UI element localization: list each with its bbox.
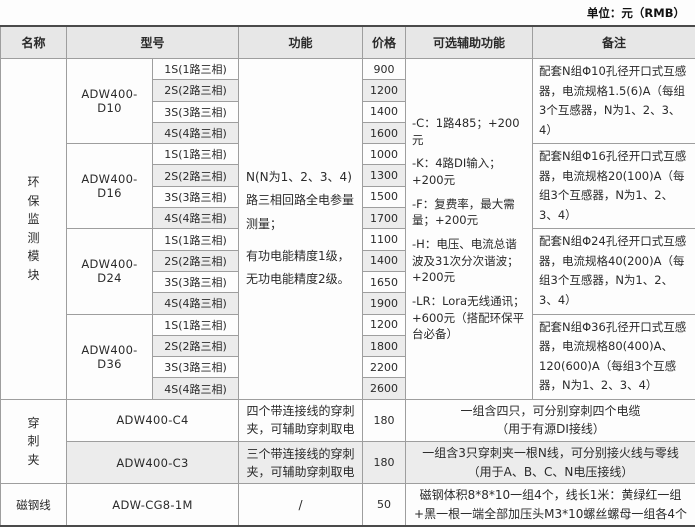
price-cell: 2600 — [363, 378, 406, 399]
price-cell: 180 — [363, 441, 406, 483]
model-cell: ADW400-C3 — [67, 441, 239, 483]
price-cell: 50 — [363, 484, 406, 527]
model-cell: ADW400-C4 — [67, 399, 239, 441]
header-function: 功能 — [239, 26, 363, 59]
price-cell: 900 — [363, 59, 406, 80]
section-name-label: 穿刺夹 — [27, 414, 41, 470]
remark-cell: 配套N组Φ10孔径开口式互感器，电流规格1.5(6)A（每组3个互感器，N为1、… — [533, 59, 695, 144]
price-cell: 1400 — [363, 101, 406, 122]
header-row: 名称 型号 功能 价格 可选辅助功能 备注 — [1, 26, 695, 59]
spec-cell: 3S(3路三相) — [153, 357, 239, 378]
spec-cell: 3S(3路三相) — [153, 186, 239, 207]
aux-option: -C：1路485；+200元 — [412, 115, 526, 148]
model-cell: ADW400-D16 — [67, 144, 153, 229]
price-cell: 1800 — [363, 335, 406, 356]
spec-cell: 4S(4路三相) — [153, 122, 239, 143]
price-cell: 1300 — [363, 165, 406, 186]
remark-line: 一组含3只穿刺夹一根N线，可分别接火线与零线 — [412, 444, 689, 463]
spec-cell: 4S(4路三相) — [153, 293, 239, 314]
function-cell: 三个带连接线的穿刺夹，可辅助穿刺取电 — [239, 441, 363, 483]
section-name-magnet: 磁钢线 — [1, 484, 67, 527]
spec-cell: 1S(1路三相) — [153, 229, 239, 250]
aux-option: -H：电压、电流总谐波及31次分次谐波；+200元 — [412, 236, 526, 286]
remark-cell: 配套N组Φ24孔径开口式互感器，电流规格40(200)A（每组3个互感器，N为1… — [533, 229, 695, 314]
section-name-label: 环保监测模块 — [27, 173, 41, 285]
aux-option: -F：复费率，最大需量；+200元 — [412, 196, 526, 229]
remark-line: 一组含四只，可分别穿刺四个电缆 — [412, 402, 689, 421]
remark-cell: 一组含四只，可分别穿刺四个电缆 （用于有源DI接线） — [406, 399, 695, 441]
section-name-monitor: 环保监测模块 — [1, 59, 67, 400]
header-remark: 备注 — [533, 26, 695, 59]
spec-cell: 1S(1路三相) — [153, 144, 239, 165]
price-cell: 180 — [363, 399, 406, 441]
aux-options-cell: -C：1路485；+200元 -K：4路DI输入；+200元 -F：复费率，最大… — [406, 59, 533, 400]
spec-cell: 1S(1路三相) — [153, 59, 239, 80]
spec-cell: 3S(3路三相) — [153, 101, 239, 122]
price-cell: 2200 — [363, 357, 406, 378]
aux-option: -K：4路DI输入；+200元 — [412, 155, 526, 188]
model-cell: ADW400-D10 — [67, 59, 153, 144]
table-row: 磁钢线 ADW-CG8-1M / 50 磁钢体积8*8*10一组4个，线长1米：… — [1, 484, 695, 527]
model-cell: ADW400-D24 — [67, 229, 153, 314]
function-cell-monitor: N(N为1、2、3、4)路三相回路全电参量测量； 有功电能精度1级，无功电能精度… — [239, 59, 363, 400]
remark-cell: 配套N组Φ36孔径开口式互感器，电流规格80(400)A、120(600)A（每… — [533, 314, 695, 399]
price-cell: 1900 — [363, 293, 406, 314]
table-row: ADW400-C3 三个带连接线的穿刺夹，可辅助穿刺取电 180 一组含3只穿刺… — [1, 441, 695, 483]
spec-cell: 2S(2路三相) — [153, 80, 239, 101]
price-cell: 1650 — [363, 271, 406, 292]
function-line: N(N为1、2、3、4)路三相回路全电参量测量； — [246, 166, 355, 236]
price-cell: 1600 — [363, 122, 406, 143]
remark-cell: 一组含3只穿刺夹一根N线，可分别接火线与零线 （用于A、B、C、N电压接线） — [406, 441, 695, 483]
unit-label: 单位：元（RMB） — [0, 0, 695, 25]
function-cell: 四个带连接线的穿刺夹，可辅助穿刺取电 — [239, 399, 363, 441]
remark-line: （用于有源DI接线） — [412, 420, 689, 439]
price-cell: 1200 — [363, 314, 406, 335]
function-cell: / — [239, 484, 363, 527]
price-cell: 1500 — [363, 186, 406, 207]
remark-cell: 配套N组Φ16孔径开口式互感器，电流规格20(100)A（每组3个互感器，N为1… — [533, 144, 695, 229]
product-price-table: 名称 型号 功能 价格 可选辅助功能 备注 环保监测模块 ADW400-D10 … — [0, 25, 695, 527]
price-cell: 1100 — [363, 229, 406, 250]
aux-option: -LR：Lora无线通讯；+600元（搭配环保平台必备） — [412, 293, 526, 343]
header-price: 价格 — [363, 26, 406, 59]
function-line: 有功电能精度1级，无功电能精度2级。 — [246, 245, 355, 292]
price-cell: 1200 — [363, 80, 406, 101]
header-aux: 可选辅助功能 — [406, 26, 533, 59]
spec-cell: 2S(2路三相) — [153, 250, 239, 271]
model-cell: ADW-CG8-1M — [67, 484, 239, 527]
remark-line: （用于A、B、C、N电压接线） — [412, 463, 689, 482]
spec-cell: 4S(4路三相) — [153, 208, 239, 229]
model-cell: ADW400-D36 — [67, 314, 153, 399]
header-model: 型号 — [67, 26, 239, 59]
spec-cell: 2S(2路三相) — [153, 335, 239, 356]
price-cell: 1700 — [363, 208, 406, 229]
header-name: 名称 — [1, 26, 67, 59]
table-row: 环保监测模块 ADW400-D10 1S(1路三相) N(N为1、2、3、4)路… — [1, 59, 695, 80]
price-cell: 1400 — [363, 250, 406, 271]
spec-cell: 3S(3路三相) — [153, 271, 239, 292]
spec-cell: 2S(2路三相) — [153, 165, 239, 186]
spec-cell: 4S(4路三相) — [153, 378, 239, 399]
table-row: 穿刺夹 ADW400-C4 四个带连接线的穿刺夹，可辅助穿刺取电 180 一组含… — [1, 399, 695, 441]
remark-cell: 磁钢体积8*8*10一组4个，线长1米：黄绿红一组+黑一根一端全部加压头M3*1… — [406, 484, 695, 527]
price-cell: 1000 — [363, 144, 406, 165]
section-name-piercing: 穿刺夹 — [1, 399, 67, 483]
spec-cell: 1S(1路三相) — [153, 314, 239, 335]
